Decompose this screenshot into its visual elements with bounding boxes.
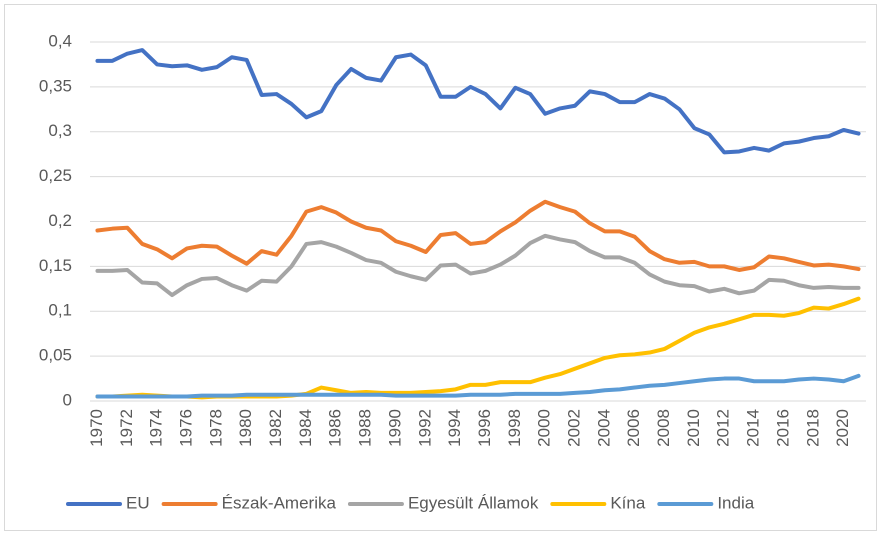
x-tick-label: 1994	[445, 409, 464, 447]
x-tick-label: 1986	[326, 409, 345, 447]
legend-label: EU	[126, 493, 150, 512]
x-tick-label: 2006	[624, 409, 643, 447]
x-tick-label: 2002	[564, 409, 583, 447]
x-tick-label: 2010	[684, 409, 703, 447]
x-tick-label: 1984	[296, 409, 315, 447]
legend-label: Észak-Amerika	[222, 493, 337, 512]
x-tick-label: 1980	[236, 409, 255, 447]
x-tick-label: 1990	[385, 409, 404, 447]
series-line	[95, 373, 861, 399]
x-tick-label: 2008	[654, 409, 673, 447]
x-tick-label: 1976	[176, 409, 195, 447]
x-tick-label: 2020	[833, 409, 852, 447]
legend-label: Kína	[610, 493, 646, 512]
legend-label: India	[717, 493, 754, 512]
y-tick-label: 0,15	[39, 256, 72, 275]
y-tick-label: 0,05	[39, 346, 72, 365]
x-tick-label: 1998	[505, 409, 524, 447]
y-tick-label: 0	[63, 390, 72, 409]
y-tick-label: 0,25	[39, 166, 72, 185]
x-tick-label: 2018	[803, 409, 822, 447]
series-line	[95, 48, 861, 155]
x-tick-label: 2016	[773, 409, 792, 447]
x-tick-label: 2014	[744, 409, 763, 447]
y-tick-label: 0,2	[48, 211, 72, 230]
y-tick-label: 0,35	[39, 76, 72, 95]
x-tick-label: 1982	[266, 409, 285, 447]
x-tick-label: 2000	[535, 409, 554, 447]
x-tick-label: 2004	[594, 409, 613, 447]
y-tick-label: 0,4	[48, 31, 72, 50]
x-tick-label: 1974	[147, 409, 166, 447]
y-tick-label: 0,1	[48, 301, 72, 320]
x-tick-label: 1972	[117, 409, 136, 447]
series-line	[95, 233, 861, 298]
x-tick-label: 1996	[475, 409, 494, 447]
x-tick-label: 2012	[714, 409, 733, 447]
x-tick-label: 1992	[415, 409, 434, 447]
legend-label: Egyesült Államok	[408, 493, 539, 512]
x-tick-label: 1988	[356, 409, 375, 447]
x-tick-label: 1970	[87, 409, 106, 447]
x-tick-label: 1978	[206, 409, 225, 447]
y-tick-label: 0,3	[48, 121, 72, 140]
series-line	[95, 199, 861, 272]
